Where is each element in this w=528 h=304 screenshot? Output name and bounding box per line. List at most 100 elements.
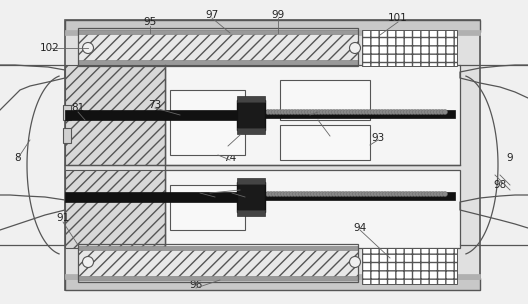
- Bar: [165, 65, 460, 165]
- Circle shape: [373, 109, 379, 115]
- Circle shape: [376, 192, 382, 196]
- Circle shape: [280, 109, 286, 115]
- Bar: [78, 60, 358, 64]
- Bar: [78, 244, 358, 282]
- Circle shape: [355, 192, 361, 196]
- Circle shape: [401, 192, 406, 196]
- Text: 93: 93: [371, 133, 384, 143]
- Bar: [78, 32, 358, 62]
- Circle shape: [376, 109, 382, 115]
- Circle shape: [307, 109, 313, 115]
- Bar: [170, 90, 245, 155]
- Circle shape: [391, 192, 397, 196]
- Circle shape: [325, 192, 331, 196]
- Circle shape: [442, 109, 448, 115]
- Circle shape: [380, 192, 384, 196]
- Circle shape: [439, 192, 445, 196]
- Circle shape: [442, 192, 448, 196]
- Circle shape: [401, 109, 406, 115]
- Text: 94: 94: [353, 223, 366, 233]
- Circle shape: [398, 192, 402, 196]
- Bar: [237, 128, 265, 134]
- Bar: [237, 96, 265, 102]
- Bar: [362, 248, 457, 284]
- Text: 83: 83: [203, 185, 216, 195]
- Circle shape: [371, 109, 375, 115]
- Circle shape: [403, 109, 409, 115]
- Circle shape: [301, 109, 306, 115]
- Circle shape: [421, 109, 427, 115]
- Bar: [65, 20, 480, 32]
- Circle shape: [344, 109, 348, 115]
- Circle shape: [359, 192, 363, 196]
- Bar: [237, 182, 265, 212]
- Circle shape: [269, 109, 274, 115]
- Bar: [65, 30, 480, 35]
- Circle shape: [425, 109, 429, 115]
- Bar: [78, 28, 358, 66]
- Circle shape: [353, 109, 357, 115]
- Circle shape: [316, 109, 322, 115]
- Bar: [237, 210, 265, 216]
- Bar: [280, 80, 370, 120]
- Text: 7: 7: [327, 128, 333, 138]
- Circle shape: [419, 109, 423, 115]
- Bar: [78, 246, 358, 250]
- Text: 97: 97: [205, 10, 219, 20]
- Circle shape: [439, 109, 445, 115]
- Circle shape: [287, 192, 291, 196]
- Circle shape: [287, 109, 291, 115]
- Text: 72: 72: [221, 138, 234, 148]
- Circle shape: [416, 109, 420, 115]
- Circle shape: [335, 109, 340, 115]
- Circle shape: [298, 109, 304, 115]
- Circle shape: [394, 192, 400, 196]
- Circle shape: [328, 109, 334, 115]
- Circle shape: [325, 109, 331, 115]
- Circle shape: [350, 192, 354, 196]
- Circle shape: [284, 109, 288, 115]
- Bar: [65, 170, 165, 248]
- Circle shape: [284, 192, 288, 196]
- Circle shape: [407, 192, 411, 196]
- Circle shape: [416, 192, 420, 196]
- Text: 73: 73: [148, 100, 162, 110]
- Circle shape: [328, 192, 334, 196]
- Circle shape: [82, 43, 93, 54]
- Circle shape: [293, 192, 297, 196]
- Circle shape: [367, 109, 372, 115]
- Circle shape: [332, 109, 336, 115]
- Circle shape: [341, 109, 345, 115]
- Bar: [265, 192, 455, 200]
- Bar: [63, 105, 71, 120]
- Circle shape: [323, 109, 327, 115]
- Circle shape: [391, 109, 397, 115]
- Bar: [65, 274, 480, 279]
- Circle shape: [335, 192, 340, 196]
- Circle shape: [314, 109, 318, 115]
- Circle shape: [410, 109, 414, 115]
- Text: 95: 95: [144, 17, 157, 27]
- Circle shape: [394, 109, 400, 115]
- Circle shape: [293, 109, 297, 115]
- Circle shape: [355, 109, 361, 115]
- Bar: [63, 128, 71, 143]
- Circle shape: [269, 192, 274, 196]
- Circle shape: [275, 192, 279, 196]
- Circle shape: [389, 109, 393, 115]
- Circle shape: [412, 192, 418, 196]
- Circle shape: [266, 192, 270, 196]
- Circle shape: [362, 109, 366, 115]
- Bar: [65, 110, 265, 120]
- Circle shape: [359, 109, 363, 115]
- Circle shape: [310, 192, 316, 196]
- Circle shape: [296, 109, 300, 115]
- Circle shape: [430, 192, 436, 196]
- Text: 102: 102: [40, 43, 60, 53]
- Circle shape: [341, 192, 345, 196]
- Circle shape: [310, 109, 316, 115]
- Circle shape: [364, 109, 370, 115]
- Circle shape: [278, 109, 282, 115]
- Circle shape: [305, 109, 309, 115]
- Circle shape: [373, 192, 379, 196]
